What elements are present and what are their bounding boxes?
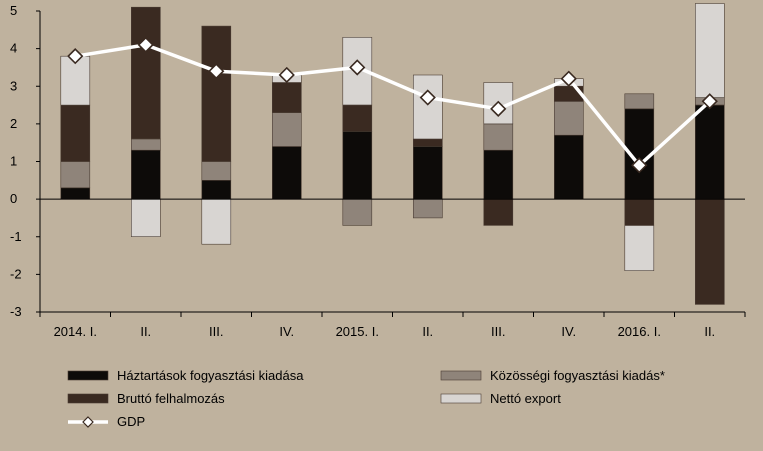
legend-swatch [440, 393, 482, 404]
legend-label: Nettó export [490, 391, 561, 406]
bar-segment [412, 198, 443, 219]
bar-segment [201, 198, 232, 245]
bar-segment [201, 180, 232, 200]
gdp-point [349, 59, 366, 76]
legend-label: Közösségi fogyasztási kiadás* [490, 368, 665, 383]
legend-label: Háztartások fogyasztási kiadása [117, 368, 304, 383]
y-tick-label: 1 [10, 154, 17, 169]
gdp-point [419, 89, 436, 106]
bars-layer [60, 3, 725, 305]
x-tick-label: II. [422, 324, 433, 339]
legend-swatch [67, 393, 109, 404]
bar-segment [60, 187, 91, 200]
bar-segment [342, 131, 373, 200]
gdp-line [75, 43, 711, 168]
bar-segment [60, 104, 91, 162]
bar-segment [131, 149, 161, 200]
bar-segment [201, 25, 232, 162]
bar-segment [131, 138, 161, 151]
legend-swatch [67, 370, 109, 381]
x-tick-label: 2015. I. [336, 324, 379, 339]
bar-segment [271, 112, 302, 147]
legend-gdp-marker [82, 416, 94, 428]
bar-segment [624, 225, 655, 272]
bar-segment [271, 82, 302, 113]
bar-segment [131, 198, 161, 238]
bar-segment [412, 146, 443, 200]
x-tick-label: 2016. I. [618, 324, 661, 339]
bar-segment [483, 149, 514, 200]
bar-segment [131, 6, 161, 140]
bar-segment [624, 198, 655, 226]
gdp-point [208, 63, 225, 80]
x-tick-label: III. [209, 324, 223, 339]
x-tick-label: 2014. I. [54, 324, 97, 339]
x-tick-label: IV. [561, 324, 576, 339]
y-tick-label: -3 [10, 304, 22, 319]
bar-segment [694, 104, 725, 200]
x-tick-label: II. [140, 324, 151, 339]
y-tick-label: 4 [10, 41, 17, 56]
legend: Háztartások fogyasztási kiadása Közösségi… [67, 368, 665, 429]
gdp-point [701, 93, 718, 110]
gdp-point [67, 48, 84, 65]
bar-segment [483, 123, 514, 151]
x-tick-label: II. [704, 324, 715, 339]
bar-segment [60, 55, 91, 106]
bar-segment [412, 74, 443, 140]
bar-segment [694, 3, 725, 98]
bar-segment [553, 134, 584, 200]
legend-label: GDP [117, 414, 145, 429]
gdp-point [560, 70, 577, 87]
gdp-line-layer [67, 36, 718, 174]
bar-segment [271, 146, 302, 200]
y-tick-label: 0 [10, 191, 17, 206]
y-tick-label: 2 [10, 116, 17, 131]
x-tick-label: III. [491, 324, 505, 339]
bar-segment [342, 198, 373, 226]
bar-segment [60, 161, 91, 189]
x-tick-label: IV. [279, 324, 294, 339]
bar-segment [412, 138, 443, 147]
gdp-point [278, 66, 295, 84]
axes: 5 4 3 2 1 0 -1 -2 -3 2014. I. II. III. IV. 2015. I. II… [10, 3, 746, 339]
bar-segment [201, 161, 232, 181]
gdp-point [490, 100, 507, 117]
bar-segment [342, 104, 373, 132]
y-tick-label: 3 [10, 78, 17, 93]
y-tick-label: 5 [10, 3, 17, 18]
y-tick-label: -1 [10, 229, 22, 244]
bar-segment [694, 198, 725, 305]
bar-segment [624, 93, 655, 110]
bar-segment [483, 198, 514, 226]
y-tick-label: -2 [10, 266, 22, 281]
legend-swatch [440, 370, 482, 381]
gdp-point [137, 36, 154, 53]
legend-label: Bruttó felhalmozás [117, 391, 225, 406]
bar-segment [553, 101, 584, 136]
gdp-point [631, 157, 648, 174]
